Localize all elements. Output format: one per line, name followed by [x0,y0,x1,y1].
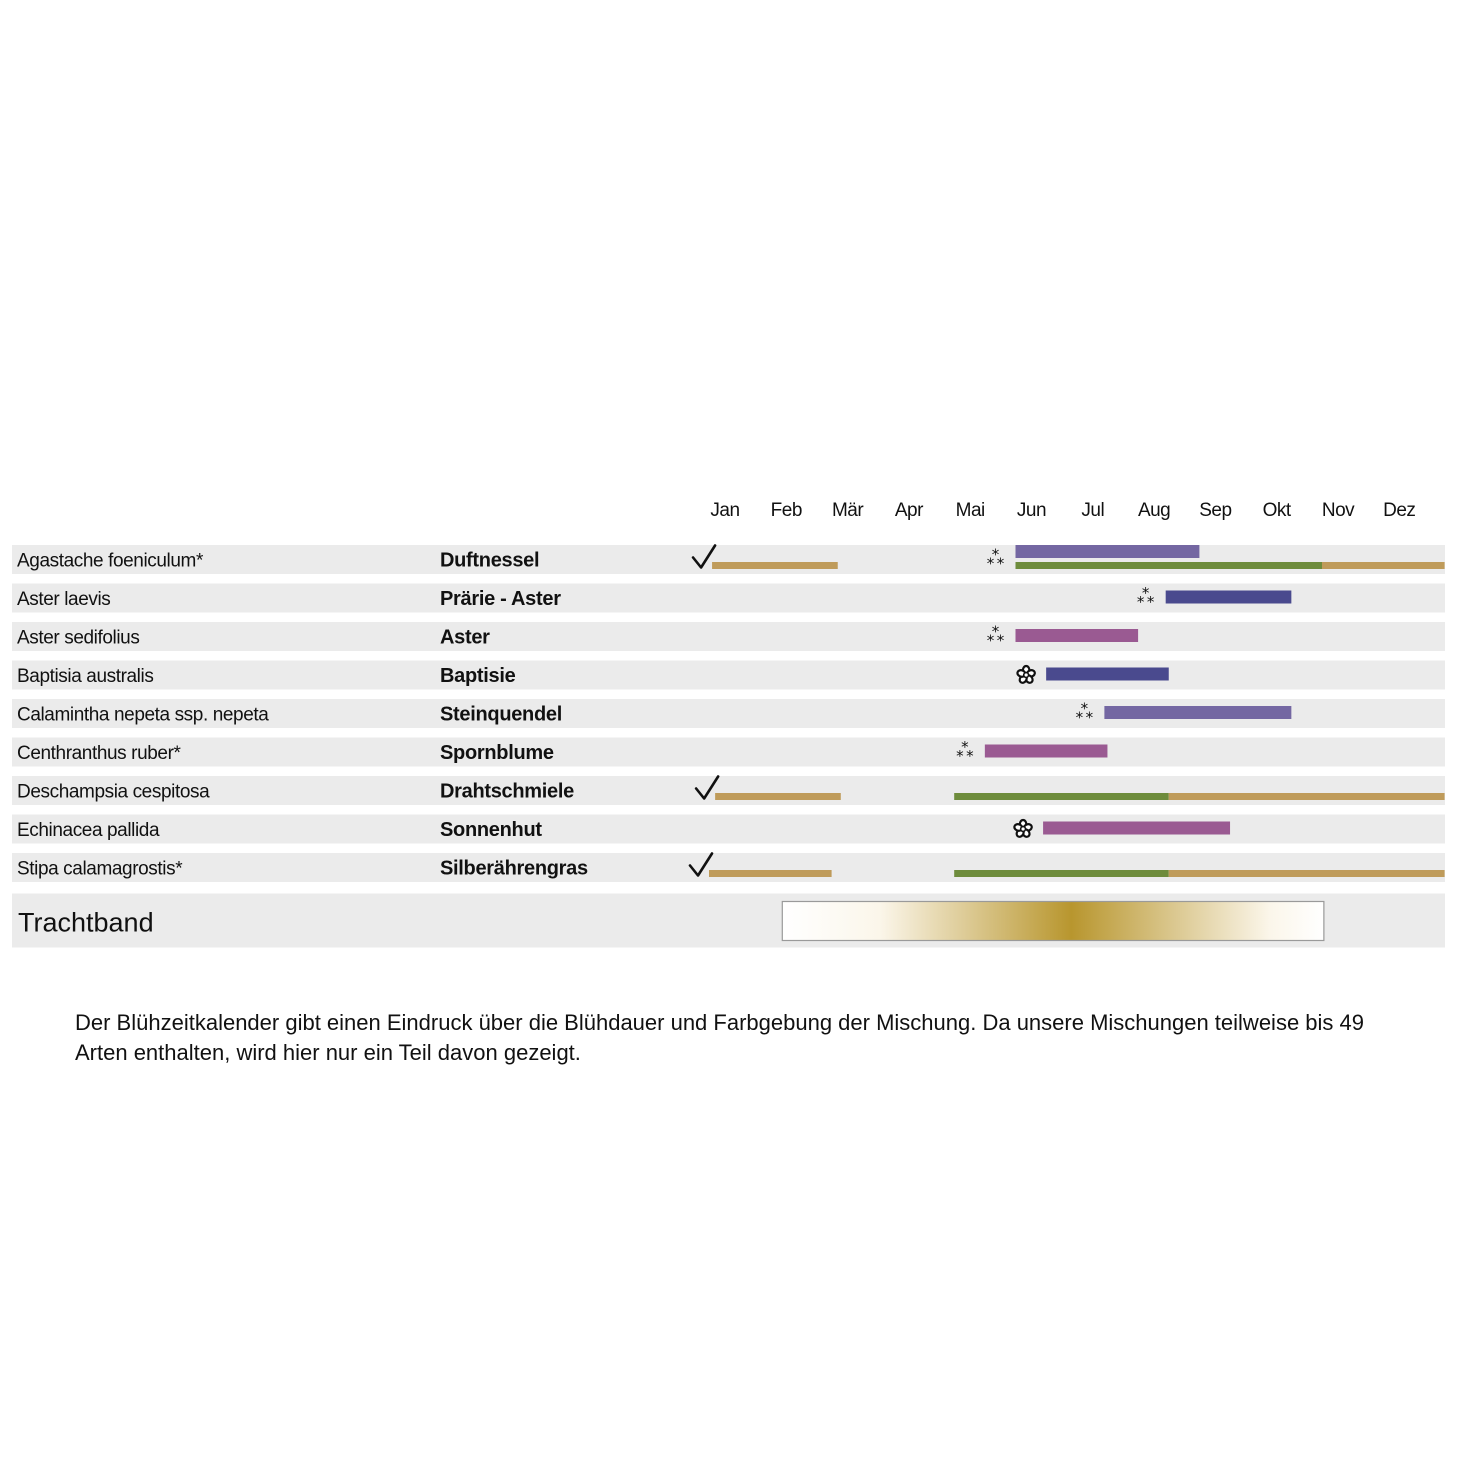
row-background [12,776,1445,805]
bloom-bar-violet [1104,706,1292,719]
row-background [12,737,1445,767]
latin-name: Aster sedifolius [17,628,139,649]
plant-row: Echinacea pallida Sonnenhut [12,814,1445,844]
row-background [12,622,1445,651]
bloom-bar-blue [1046,667,1169,681]
plant-row: Centhranthus ruber* Spornblume ** * [12,737,1445,767]
svg-text:*: * [992,546,1000,564]
month-label-sep: Sep [1199,500,1231,521]
common-name: Baptisie [440,665,516,687]
checkmark-icon [691,544,717,569]
month-label-jan: Jan [710,500,739,521]
svg-text:*: * [1086,709,1094,727]
common-name: Steinquendel [440,704,562,726]
svg-text:*: * [992,623,1000,641]
common-name: Prärie - Aster [440,588,561,610]
month-label-apr: Apr [895,500,924,521]
latin-name: Stipa calamagrostis* [17,859,183,880]
asterism-icon: ** * [956,738,974,765]
latin-name: Echinacea pallida [17,820,160,841]
bloom-bar-beige [709,870,832,877]
bloom-bar-beige [712,562,838,569]
month-label-feb: Feb [771,500,802,521]
plant-row: Deschampsia cespitosa Drahtschmiele [12,775,1445,805]
asterism-icon: ** * [987,546,1005,573]
common-name: Spornblume [440,742,554,764]
latin-name: Deschampsia cespitosa [17,782,210,803]
row-background [12,545,1445,574]
asterism-icon: ** * [1076,700,1094,727]
common-name: Duftnessel [440,550,539,572]
plant-row: Calamintha nepeta ssp. nepeta Steinquende… [12,699,1445,728]
plant-row: Stipa calamagrostis* Silberährengras [12,852,1445,882]
latin-name: Centhranthus ruber* [17,743,182,764]
checkmark-icon [688,852,714,877]
bloom-bar-purple [984,744,1108,758]
asterism-icon: ** * [1137,584,1155,611]
month-label-okt: Okt [1263,500,1292,521]
trachtband-row: Trachtband [12,893,1445,948]
svg-text:*: * [961,738,969,756]
month-label-jul: Jul [1081,500,1104,521]
svg-text:*: * [987,555,995,573]
svg-text:*: * [1081,700,1089,718]
svg-text:*: * [1076,709,1084,727]
month-axis: Jan Feb Mär Apr Mai Jun Jul Aug Sep Okt Nov Dez [710,500,1416,521]
trachtband-label: Trachtband [18,908,154,938]
common-name: Sonnenhut [440,819,542,841]
asterism-icon: ** * [987,623,1005,650]
bloom-bar-beige [1168,793,1445,800]
bloom-bar-green [954,870,1169,877]
month-label-aug: Aug [1138,500,1170,521]
bloom-bar-green [1015,562,1322,569]
bloom-bar-beige [715,793,841,800]
bloom-bar-beige [1322,562,1445,569]
plant-row: Aster laevis Prärie - Aster ** * [12,583,1445,613]
flower-icon [1016,664,1036,684]
latin-name: Calamintha nepeta ssp. nepeta [17,705,269,726]
plant-rows: Agastache foeniculum* Duftnessel ** *Aster … [12,544,1445,882]
bloom-bar-purple [1043,821,1231,835]
latin-name: Baptisia australis [17,666,153,687]
bloom-bar-purple [1015,629,1139,642]
flower-icon [1013,818,1033,838]
bloom-bar-violet [1015,545,1200,558]
svg-text:*: * [1137,593,1145,611]
common-name: Drahtschmiele [440,781,574,803]
svg-text:*: * [956,747,964,765]
checkmark-icon [694,775,720,800]
plant-row: Baptisia australis Baptisie [12,660,1445,690]
row-background [12,660,1445,690]
month-label-dez: Dez [1383,500,1415,521]
svg-text:*: * [997,632,1005,650]
month-label-mär: Mär [832,500,864,521]
svg-text:*: * [987,632,995,650]
svg-text:*: * [966,747,974,765]
month-label-nov: Nov [1322,500,1355,521]
svg-text:*: * [1142,584,1150,602]
bloom-bar-beige [1168,870,1445,877]
row-background [12,853,1445,882]
month-label-mai: Mai [956,500,985,521]
caption-text: Der Blühzeitkalender gibt einen Eindruck… [75,1010,1364,1065]
bloom-bar-blue [1165,590,1292,604]
common-name: Aster [440,627,490,649]
month-label-jun: Jun [1017,500,1046,521]
plant-row: Aster sedifolius Aster ** * [12,622,1445,651]
common-name: Silberährengras [440,858,588,880]
plant-row: Agastache foeniculum* Duftnessel ** * [12,544,1445,574]
trachtband-bar [781,900,1325,942]
svg-text:*: * [997,555,1005,573]
bloom-bar-green [954,793,1169,800]
svg-text:*: * [1147,593,1155,611]
latin-name: Aster laevis [17,589,110,610]
latin-name: Agastache foeniculum* [17,551,204,572]
row-background [12,814,1445,844]
